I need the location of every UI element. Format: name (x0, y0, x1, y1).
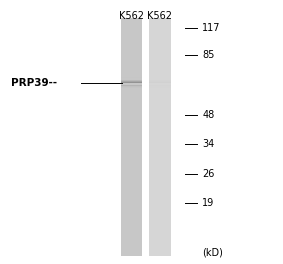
Text: 117: 117 (202, 23, 221, 33)
Text: 48: 48 (202, 110, 215, 120)
Bar (121, 18, 142, 256)
Text: 19: 19 (202, 198, 215, 208)
Text: 26: 26 (202, 169, 215, 179)
Text: K562: K562 (147, 11, 172, 21)
Text: 34: 34 (202, 139, 215, 149)
Text: K562: K562 (119, 11, 144, 21)
Text: 85: 85 (202, 50, 215, 60)
Bar (149, 18, 170, 256)
Text: (kD): (kD) (202, 247, 223, 257)
Text: PRP39--: PRP39-- (11, 78, 57, 88)
